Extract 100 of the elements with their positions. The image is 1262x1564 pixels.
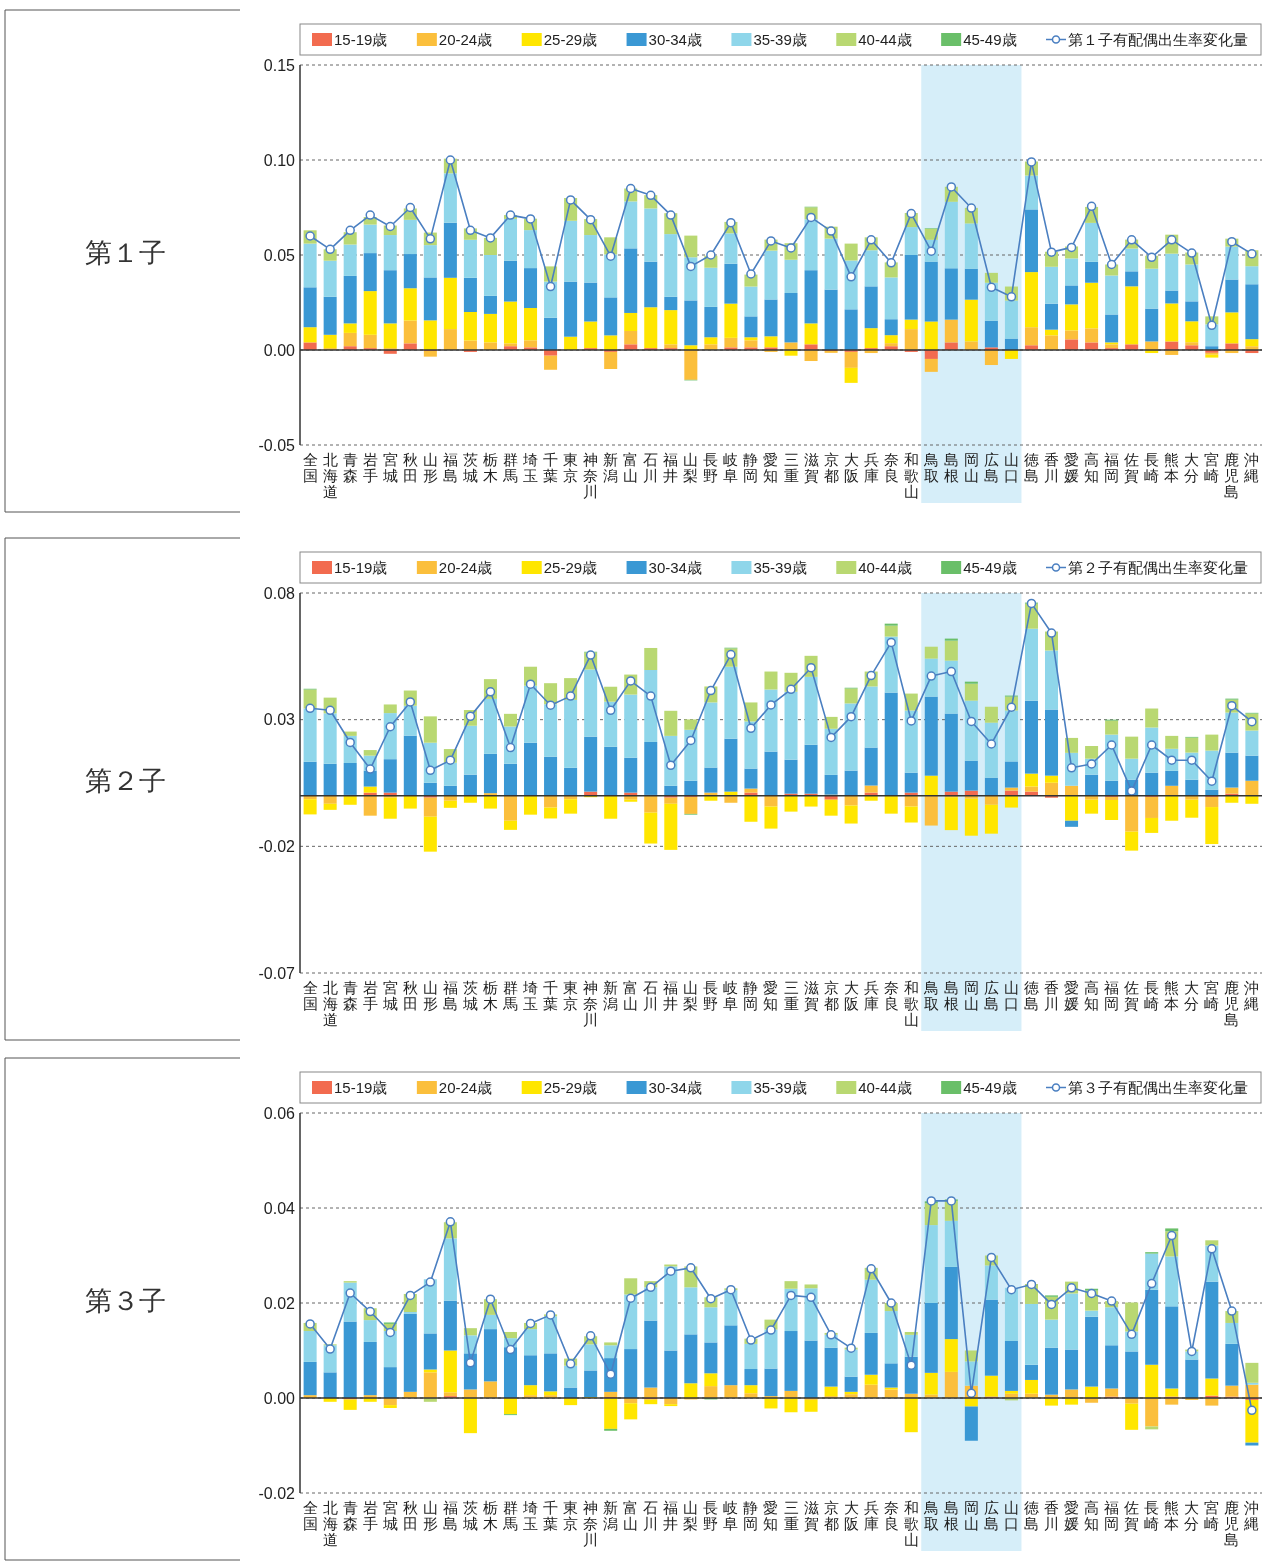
legend-label: 25-29歳 [543, 559, 598, 576]
y-tick-label: 0.00 [263, 341, 296, 359]
legend-label: 30-34歳 [648, 31, 702, 48]
x-tick-label: 滋賀 [803, 1499, 819, 1532]
x-tick-label: 全国 [302, 979, 318, 1012]
x-tick-label: 佐賀 [1124, 1499, 1140, 1532]
x-tick-label: 徳島 [1023, 451, 1039, 484]
x-tick-label: 愛媛 [1064, 979, 1080, 1012]
x-tick-label: 山梨 [683, 1499, 699, 1532]
x-tick-label: 愛知 [763, 979, 779, 1012]
x-tick-label: 富山 [623, 451, 639, 484]
x-tick-label: 埼玉 [522, 1499, 539, 1532]
legend-label: 35-39歳 [753, 559, 807, 576]
x-tick-label: 石川 [643, 1499, 659, 1532]
x-tick-label: 三重 [783, 1499, 799, 1532]
y-tick-label: 0.04 [263, 1199, 296, 1217]
x-tick-label: 栃木 [482, 451, 498, 484]
x-tick-label: 福井 [663, 451, 679, 484]
y-tick-label: -0.05 [258, 436, 296, 454]
legend-label: 第２子有配偶出生率変化量 [1068, 559, 1248, 576]
x-tick-label: 石川 [643, 451, 659, 484]
x-tick-label: 山口 [1003, 451, 1019, 484]
x-tick-label: 岡山 [963, 1499, 979, 1532]
legend-label: 第１子有配偶出生率変化量 [1068, 31, 1248, 48]
x-tick-label: 北海道 [322, 1499, 338, 1548]
x-tick-label: 宮城 [381, 451, 398, 484]
x-tick-label: 岐阜 [723, 451, 739, 484]
x-tick-label: 高知 [1084, 451, 1100, 484]
x-tick-label: 京都 [823, 979, 839, 1012]
x-tick-label: 新潟 [603, 1499, 619, 1532]
x-tick-label: 福島 [442, 1499, 458, 1532]
x-tick-label: 埼玉 [522, 979, 539, 1012]
x-tick-label: 香川 [1044, 451, 1060, 484]
legend-label: 40-44歳 [858, 31, 912, 48]
legend-label: 45-49歳 [963, 559, 1017, 576]
x-tick-label: 秋田 [402, 979, 418, 1012]
x-tick-label: 長崎 [1144, 451, 1160, 484]
x-tick-label: 兵庫 [863, 1499, 879, 1532]
x-tick-label: 岡山 [963, 451, 979, 484]
x-tick-label: 岩手 [362, 979, 378, 1012]
x-tick-label: 大阪 [843, 1499, 859, 1532]
x-tick-label: 徳島 [1023, 979, 1039, 1012]
x-tick-label: 長崎 [1144, 1499, 1160, 1532]
x-tick-label: 福岡 [1104, 451, 1120, 484]
x-tick-label: 愛媛 [1064, 1499, 1080, 1532]
x-tick-label: 熊本 [1164, 451, 1180, 484]
legend-label: 15-19歳 [334, 1079, 388, 1096]
x-tick-label: 大阪 [843, 979, 859, 1012]
x-tick-label: 北海道 [322, 451, 338, 500]
x-tick-label: 群馬 [501, 1499, 518, 1532]
x-tick-label: 岩手 [362, 451, 378, 484]
x-tick-label: 東京 [563, 451, 579, 484]
x-tick-label: 島根 [943, 451, 959, 484]
x-tick-label: 沖縄 [1243, 979, 1260, 1012]
legend-label: 30-34歳 [648, 1079, 702, 1096]
x-tick-label: 滋賀 [803, 979, 819, 1012]
x-tick-label: 長野 [703, 979, 719, 1012]
x-tick-label: 東京 [563, 979, 579, 1012]
x-tick-label: 千葉 [543, 1499, 559, 1532]
y-tick-label: 0.00 [263, 1389, 296, 1407]
y-tick-label: -0.02 [258, 1484, 296, 1502]
x-tick-label: 奈良 [883, 1499, 899, 1532]
legend-label: 40-44歳 [858, 559, 912, 576]
x-tick-label: 新潟 [603, 451, 619, 484]
x-tick-label: 兵庫 [863, 979, 879, 1012]
x-tick-label: 愛知 [763, 451, 779, 484]
x-tick-label: 広島 [983, 451, 999, 484]
x-tick-label: 大分 [1184, 451, 1200, 484]
x-tick-label: 大分 [1184, 979, 1200, 1012]
legend-label: 20-24歳 [438, 559, 493, 576]
x-tick-label: 佐賀 [1124, 451, 1140, 484]
x-tick-label: 滋賀 [803, 451, 819, 484]
legend-label: 35-39歳 [753, 1079, 807, 1096]
x-tick-label: 山梨 [683, 979, 699, 1012]
x-tick-label: 愛媛 [1064, 451, 1080, 484]
y-tick-label: 0.03 [263, 711, 296, 729]
x-tick-label: 茨城 [461, 451, 478, 484]
x-tick-label: 岩手 [362, 1499, 378, 1532]
x-tick-label: 茨城 [461, 1499, 478, 1532]
legend-label: 25-29歳 [543, 31, 598, 48]
y-tick-label: 0.15 [263, 56, 296, 74]
x-tick-label: 和歌山 [903, 451, 919, 500]
x-tick-label: 山形 [422, 451, 438, 484]
x-tick-label: 富山 [623, 979, 639, 1012]
x-tick-label: 宮崎 [1204, 1499, 1220, 1532]
x-tick-label: 島根 [943, 979, 959, 1012]
x-tick-label: 茨城 [461, 979, 478, 1012]
x-tick-label: 京都 [823, 451, 839, 484]
x-tick-label: 静岡 [743, 1499, 759, 1532]
x-tick-label: 宮城 [381, 979, 398, 1012]
y-tick-label: -0.02 [258, 837, 296, 855]
x-tick-label: 高知 [1084, 1499, 1100, 1532]
x-tick-label: 全国 [302, 1499, 318, 1532]
x-tick-label: 広島 [983, 1499, 999, 1532]
x-tick-label: 長野 [703, 451, 719, 484]
x-tick-label: 福島 [442, 979, 458, 1012]
x-tick-label: 鹿児島 [1224, 979, 1240, 1028]
text: 第２子 [84, 766, 166, 796]
x-tick-label: 山口 [1003, 979, 1019, 1012]
legend-label: 45-49歳 [963, 31, 1017, 48]
